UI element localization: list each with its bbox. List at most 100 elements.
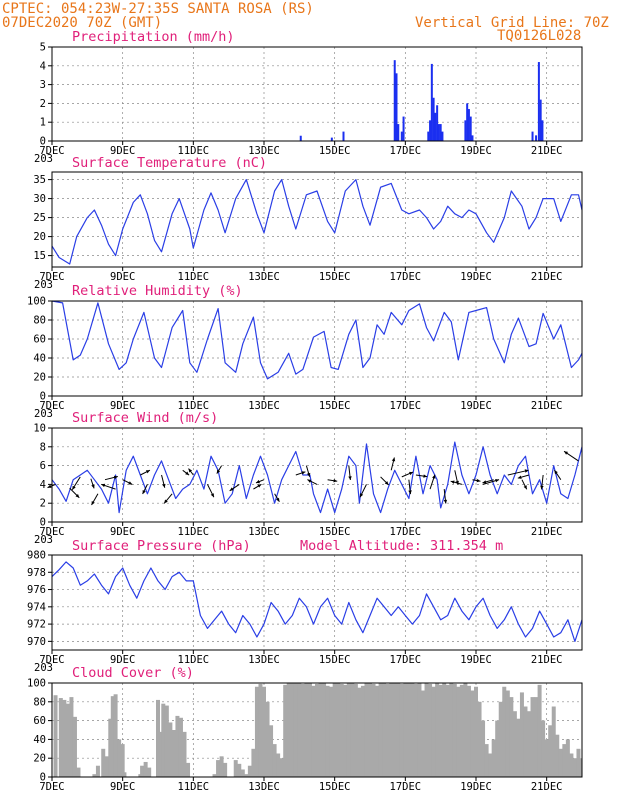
panel-1-bar (537, 62, 540, 141)
wind-arrow-head (128, 481, 133, 485)
panel-6-bar (332, 683, 337, 777)
panel-6-bar (558, 748, 563, 777)
panel-6-bar (417, 683, 422, 777)
panel-1-xtick-label: 11DEC (178, 145, 210, 157)
panel-1-bar (535, 135, 538, 141)
panel-6-bar (357, 687, 362, 777)
panel-6-bar (297, 683, 302, 777)
panel-6-bar (140, 765, 145, 777)
panel-6-bar (548, 725, 553, 777)
panel-6-bar (498, 701, 503, 777)
panel-6-frame (51, 682, 583, 778)
panel-3-xtick-label: 11DEC (178, 400, 210, 412)
panel-6-ytick-label: 80 (33, 696, 46, 708)
panel-4-xtick-label: 7DEC (39, 526, 64, 538)
panel-6-bar (578, 758, 583, 777)
panel-4-xtick-label: 13DEC (248, 526, 280, 538)
panel-3-frame (51, 300, 583, 397)
panel-4-ytick-label: 4 (40, 479, 46, 491)
panel-6-bar (339, 683, 344, 777)
panel-6-bar (385, 683, 390, 777)
panel-4-xtick-label: 21DEC (531, 526, 563, 538)
panel-6-bar (569, 753, 574, 777)
panel-6-bar (300, 683, 305, 777)
panel-1-bar (430, 63, 433, 141)
panel-1-bar (393, 60, 396, 141)
panel-1-bar (434, 112, 437, 141)
panel-6-bar (65, 703, 70, 777)
panel-1-xtick-label: 7DEC (39, 145, 64, 157)
panel-1-bar (432, 97, 435, 141)
panel-6-bar (382, 683, 387, 777)
panel-6-bar (399, 683, 404, 777)
wind-arrow-head (554, 470, 558, 475)
panel-6-bar (318, 683, 323, 777)
panel-2-xtick-label: 11DEC (178, 271, 210, 283)
panel-6-bar (360, 685, 365, 777)
panel-2-ytick-label: 35 (33, 174, 46, 186)
panel-1-frame (51, 46, 583, 142)
wind-arrow-head (409, 471, 413, 476)
panel-6-bar (477, 701, 482, 777)
panel-6-bar (466, 685, 471, 777)
panel-2-xtick-label: 17DEC (390, 271, 422, 283)
panel-6-bar (396, 683, 401, 777)
panel-6-bar (512, 711, 517, 777)
panel-6-bar (488, 753, 493, 777)
panel-1-title: Precipitation (mm/h) (72, 29, 235, 45)
wind-arrow-head (360, 493, 364, 498)
panel-6-bar (534, 697, 539, 777)
panel-6-bar (262, 686, 266, 777)
chart-panels: 0 1 2 3 4 5 7DEC 9DEC 11DEC 13DEC 15DEC 17DEC 19DEC 2… (27, 29, 583, 793)
panel-6-bar (182, 731, 187, 777)
panel-6-bar (175, 715, 180, 777)
panel-6-bar (431, 686, 436, 777)
panel-6-ytick-label: 100 (27, 678, 46, 690)
panel-6-bar (555, 734, 560, 777)
panel-6-bar (325, 685, 330, 777)
panel-6-bar (216, 760, 221, 777)
panel-6-bar (269, 725, 274, 777)
panel-6-bar (438, 684, 443, 777)
panel-2-series-line (51, 179, 583, 265)
panel-6-bar (72, 716, 77, 777)
panel-6-bar (279, 758, 284, 777)
panel-1-xtick-label: 21DEC (531, 145, 563, 157)
wind-arrow-head (229, 487, 234, 491)
panel-6-bar (311, 685, 316, 777)
panel-1-bar (299, 135, 302, 141)
panel-4-ytick-label: 10 (33, 423, 46, 435)
panel-6-bar (219, 756, 224, 777)
panel-6-bar (117, 739, 122, 777)
panel-6-xtick-label: 15DEC (319, 781, 351, 793)
panel-3-ytick-label: 80 (33, 315, 46, 327)
panel-6-bar (350, 683, 355, 777)
panel-6-bar (223, 762, 228, 777)
panel-6-bar (403, 683, 408, 777)
panel-1-ytick-label: 1 (40, 117, 46, 129)
panel-2-ytick-label: 20 (33, 231, 46, 243)
panel-6-bar (101, 748, 106, 777)
panel-2-xtick-label: 19DEC (460, 271, 492, 283)
panel-6-ytick-label: 40 (33, 734, 46, 746)
panel-6-bar (104, 756, 109, 777)
wind-arrow-head (216, 469, 221, 474)
panel-2-xtick-label: 13DEC (248, 271, 280, 283)
panel-6-bar (237, 763, 242, 777)
panel-1-bar (330, 137, 333, 141)
panel-3-xtick-label: 17DEC (390, 400, 422, 412)
panel-1-ytick-label: 3 (40, 79, 46, 91)
panel-6-bar (544, 739, 549, 777)
wind-arrow-head (301, 471, 306, 475)
run-code: TQ0126L028 (497, 28, 581, 44)
panel-6-bar (474, 686, 478, 777)
panel-6-bar (421, 690, 425, 777)
grid-note: Vertical Grid Line: 70Z (415, 15, 609, 31)
panel-6-xtick-label: 7DEC (39, 781, 64, 793)
panel-6-bar (371, 683, 376, 777)
wind-arrow-head (188, 468, 193, 473)
panel-6-xtick-label: 17DEC (390, 781, 422, 793)
wind-arrow-head (443, 499, 448, 504)
panel-6-bar (171, 730, 176, 777)
panel-1-bar (541, 120, 544, 141)
